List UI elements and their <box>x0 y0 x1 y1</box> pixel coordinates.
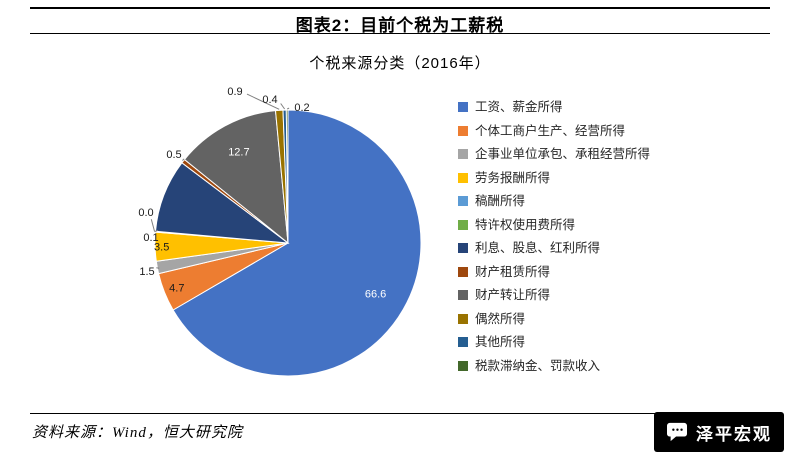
pie-data-label: 0.2 <box>294 102 309 114</box>
zeping-macro-logo: 泽平宏观 <box>654 412 784 452</box>
pie-slice <box>172 109 422 377</box>
legend-swatch <box>458 196 468 207</box>
legend-item: 企事业单位承包、承租经营所得 <box>458 148 650 161</box>
chart-legend: 工资、薪金所得个体工商户生产、经营所得企事业单位承包、承租经营所得 劳务报酬所得稿… <box>458 101 650 372</box>
label-leader-line <box>154 229 159 233</box>
legend-swatch <box>458 125 468 136</box>
chart-title: 个税来源分类（2016年） <box>309 55 491 72</box>
legend-label: 个体工商户生产、经营所得 <box>475 123 626 138</box>
pie-data-label: 66.6 <box>365 288 386 300</box>
pie-data-label: 4.7 <box>169 282 184 294</box>
legend-item: 稿酬所得 <box>458 195 650 208</box>
data-source: 资料来源：Wind，恒大研究院 <box>32 425 243 441</box>
legend-swatch <box>458 290 468 301</box>
legend-swatch <box>458 102 468 113</box>
legend-label: 工资、薪金所得 <box>475 100 563 114</box>
legend-label: 财产转让所得 <box>475 288 551 302</box>
legend-item: 劳务报酬所得 <box>458 170 650 185</box>
label-leader-line <box>156 267 160 269</box>
label-leader-line <box>286 107 290 110</box>
legend-label: 财产租赁所得 <box>475 264 551 279</box>
legend-item: 利息、股息、红利所得 <box>458 242 650 255</box>
legend-swatch <box>458 360 468 371</box>
legend-label: 税款滞纳金、罚款收入 <box>475 358 601 373</box>
legend-swatch <box>458 313 468 324</box>
logo-text: 泽平宏观 <box>696 424 772 444</box>
legend-item: 财产租赁所得 <box>458 264 650 279</box>
legend-label: 偶然所得 <box>475 311 526 326</box>
legend-swatch <box>458 266 468 277</box>
label-leader-line <box>246 93 280 110</box>
legend-label: 特许权使用费所得 <box>475 217 576 232</box>
legend-label: 其他所得 <box>475 335 526 349</box>
legend-item: 其他所得 <box>458 336 650 349</box>
legend-item: 财产转让所得 <box>458 289 650 302</box>
legend-label: 稿酬所得 <box>475 194 526 208</box>
legend-item: 工资、薪金所得 <box>458 101 650 114</box>
pie-data-label: 0.5 <box>166 149 181 161</box>
legend-swatch <box>458 172 468 183</box>
figure-title: 图表2：目前个税为工薪税 <box>295 16 505 35</box>
legend-label: 企事业单位承包、承租经营所得 <box>475 147 651 161</box>
pie-data-label: 0.4 <box>262 94 277 106</box>
label-leader-line <box>280 103 286 110</box>
pie-slice <box>285 109 289 244</box>
footer-rule <box>30 413 770 414</box>
pie-data-label: 1.5 <box>139 266 154 278</box>
pie-data-label: 0.1 <box>143 232 158 244</box>
legend-label: 利息、股息、红利所得 <box>475 241 601 255</box>
legend-swatch <box>458 149 468 160</box>
label-leader-line <box>150 219 155 232</box>
legend-item: 个体工商户生产、经营所得 <box>458 123 650 138</box>
legend-item: 税款滞纳金、罚款收入 <box>458 358 650 373</box>
legend-swatch <box>458 243 468 254</box>
title-underline-rule <box>30 33 770 34</box>
legend-label: 劳务报酬所得 <box>475 170 551 185</box>
label-leader-line <box>182 158 185 161</box>
pie-data-label: 0.0 <box>138 207 153 219</box>
legend-item: 特许权使用费所得 <box>458 217 650 232</box>
top-rule <box>30 7 770 9</box>
speech-bubble-icon <box>666 422 688 442</box>
legend-swatch <box>458 337 468 348</box>
pie-data-label: 3.5 <box>154 242 169 254</box>
pie-slice <box>183 110 289 245</box>
pie-data-label: 0.9 <box>227 86 242 98</box>
legend-swatch <box>458 219 468 230</box>
legend-item: 偶然所得 <box>458 311 650 326</box>
pie-data-label: 12.7 <box>228 147 249 159</box>
